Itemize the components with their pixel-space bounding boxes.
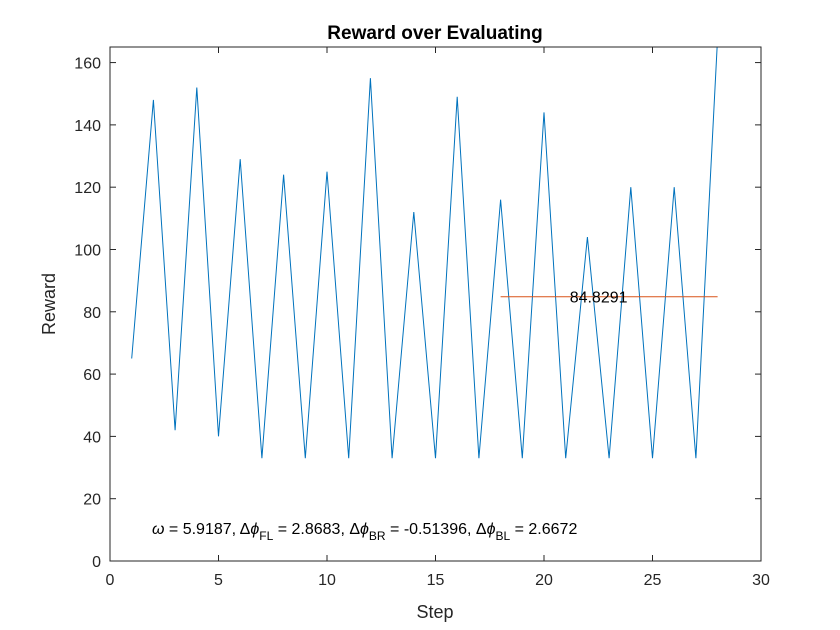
y-tick-label: 120 xyxy=(74,180,101,197)
x-tick-label: 5 xyxy=(214,572,223,589)
series-layer xyxy=(131,47,718,459)
x-tick-label: 0 xyxy=(106,572,115,589)
ticks-layer: 0 5 10 15 20 25 30 0 20 40 60 80 100 120 140 160 xyxy=(74,47,770,589)
y-tick-label: 40 xyxy=(83,429,101,446)
delta-bl-symbol: Δ xyxy=(476,521,487,538)
y-tick-label: 20 xyxy=(83,492,101,509)
br-value: = -0.51396, xyxy=(386,521,476,538)
x-tick-label: 20 xyxy=(535,572,553,589)
omega-symbol: ω xyxy=(152,521,164,538)
y-tick-label: 100 xyxy=(74,242,101,259)
omega-value: = 5.9187, xyxy=(164,521,239,538)
x-axis-label: Step xyxy=(416,602,453,622)
fl-subscript: FL xyxy=(259,529,273,543)
br-subscript: BR xyxy=(369,529,386,543)
phi-br-symbol: ϕ xyxy=(360,521,369,538)
y-tick-label: 60 xyxy=(83,367,101,384)
x-tick-label: 15 xyxy=(427,572,445,589)
y-tick-label: 80 xyxy=(83,305,101,322)
fl-value: = 2.8683, xyxy=(273,521,349,538)
parameter-annotation: ω = 5.9187, ΔϕFL = 2.8683, ΔϕBR = -0.513… xyxy=(152,521,577,543)
y-tick-label: 140 xyxy=(74,118,101,135)
delta-fl-symbol: Δ xyxy=(240,521,251,538)
y-axis-label: Reward xyxy=(39,273,59,335)
x-tick-label: 10 xyxy=(318,572,336,589)
phi-bl-symbol: ϕ xyxy=(487,521,496,538)
x-tick-label: 30 xyxy=(752,572,770,589)
y-tick-label: 160 xyxy=(74,56,101,73)
bl-value: = 2.6672 xyxy=(510,521,577,538)
reward-series-line xyxy=(131,47,718,459)
x-tick-label: 25 xyxy=(644,572,662,589)
bl-subscript: BL xyxy=(495,529,510,543)
delta-br-symbol: Δ xyxy=(349,521,360,538)
phi-fl-symbol: ϕ xyxy=(250,521,259,538)
mean-value-label: 84.8291 xyxy=(570,290,628,307)
chart-title: Reward over Evaluating xyxy=(327,23,542,44)
y-tick-label: 0 xyxy=(92,554,101,571)
